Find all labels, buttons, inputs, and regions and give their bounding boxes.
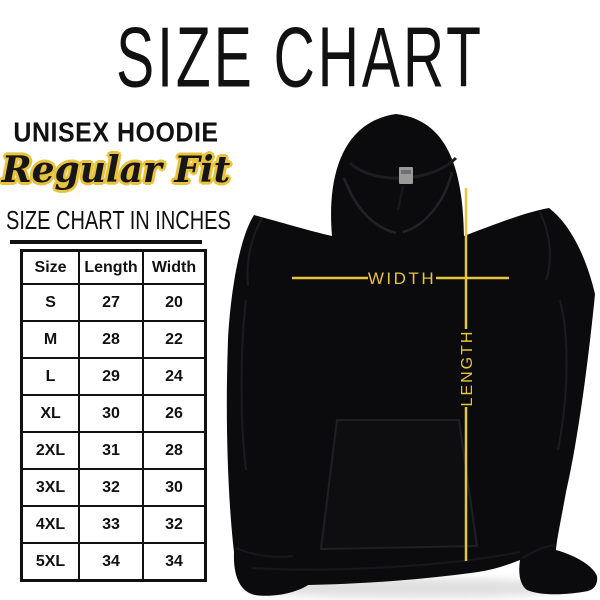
- cuff-seam-right: [521, 544, 557, 559]
- sleeve-fold-right: [557, 299, 568, 451]
- cell-size: 2XL: [20, 431, 81, 470]
- cell-width: 22: [141, 320, 207, 359]
- cell-length: 30: [78, 394, 144, 433]
- hood-fold-left: [342, 177, 397, 235]
- neck-tag-print: [401, 170, 411, 174]
- cell-length: 28: [78, 320, 144, 359]
- product-name: UNISEX HOODIE: [13, 116, 219, 149]
- header-width: Width: [141, 249, 207, 285]
- cell-width: 30: [141, 468, 207, 507]
- size-table: Size Length Width S 27 20 M 28 22 L: [20, 249, 207, 582]
- header-size: Size: [20, 249, 81, 285]
- kangaroo-pocket-outline: [319, 419, 479, 551]
- cell-size: 4XL: [20, 505, 81, 544]
- drawstring: [397, 185, 404, 211]
- table-row: 5XL 34 34: [20, 542, 207, 582]
- cell-width: 24: [141, 357, 207, 396]
- cell-width: 26: [141, 394, 207, 433]
- page-title: SIZE CHART: [116, 10, 484, 106]
- table-row: 3XL 32 30: [20, 468, 207, 507]
- cell-width: 20: [141, 283, 207, 322]
- table-row: XL 30 26: [20, 394, 207, 433]
- cell-length: 33: [78, 505, 144, 544]
- table-row: S 27 20: [20, 283, 207, 322]
- hood-fold-right: [402, 171, 454, 234]
- cell-length: 27: [78, 283, 144, 322]
- table-row: 2XL 31 28: [20, 431, 207, 470]
- hoodie-silhouette: [226, 114, 598, 596]
- cell-size: L: [20, 357, 81, 396]
- cell-length: 31: [78, 431, 144, 470]
- cell-width: 32: [141, 505, 207, 544]
- table-row: 4XL 33 32: [20, 505, 207, 544]
- neck-tag: [399, 167, 413, 184]
- cell-size: 3XL: [20, 468, 81, 507]
- sleeve-fold-left: [240, 299, 247, 471]
- hem-band-seam: [251, 551, 521, 571]
- size-table-container: Size Length Width S 27 20 M 28 22 L: [20, 249, 207, 582]
- table-caption: SIZE CHART IN INCHES: [6, 207, 231, 236]
- caption-underline: [10, 240, 202, 244]
- cell-width: 34: [141, 542, 207, 582]
- cell-size: M: [20, 320, 81, 359]
- cell-length: 29: [78, 357, 144, 396]
- table-row: M 28 22: [20, 320, 207, 359]
- cell-size: XL: [20, 394, 81, 433]
- cell-size: S: [20, 283, 81, 322]
- cuff-seam-left: [235, 547, 294, 558]
- shoulder-seam-right: [539, 211, 551, 281]
- cell-width: 28: [141, 431, 207, 470]
- cell-length: 34: [78, 542, 144, 582]
- table-header-row: Size Length Width: [20, 249, 207, 285]
- cell-size: 5XL: [20, 542, 81, 582]
- cell-length: 32: [78, 468, 144, 507]
- table-row: L 29 24: [20, 357, 207, 396]
- header-length: Length: [78, 249, 144, 285]
- shoulder-seam-left: [246, 217, 263, 287]
- fit-style-label: Regular Fit: [1, 149, 231, 191]
- length-label: LENGTH: [459, 330, 476, 407]
- width-label: WIDTH: [368, 269, 436, 288]
